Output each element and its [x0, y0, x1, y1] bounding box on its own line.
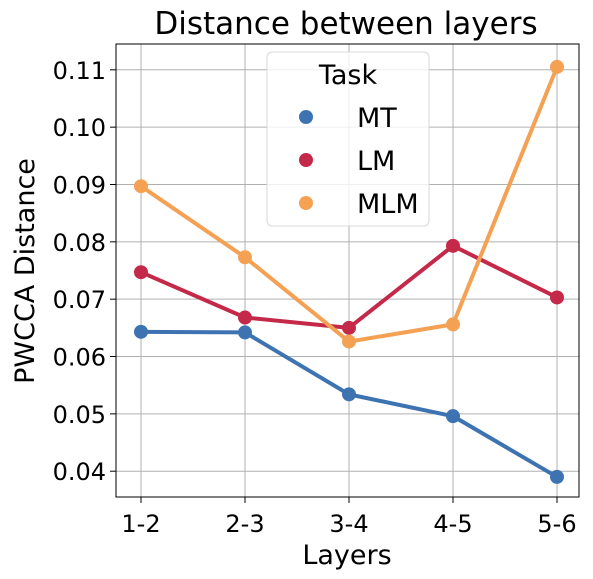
legend: Task MT LM MLM: [266, 51, 430, 227]
x-tick-label: 1-2: [121, 510, 160, 538]
x-axis-ticks: 1-2 2-3 3-4 4-5 5-6: [121, 497, 577, 538]
y-axis-label: PWCCA Distance: [10, 158, 41, 384]
x-tick-label: 3-4: [329, 510, 368, 538]
legend-marker-mt: [299, 110, 313, 124]
series-mlm: [134, 59, 564, 349]
data-point-mt: [342, 387, 356, 402]
data-point-mlm: [238, 250, 252, 265]
legend-title: Task: [318, 60, 378, 91]
legend-items: MT LM MLM: [299, 103, 419, 220]
data-point-mt: [134, 324, 148, 339]
data-point-mlm: [342, 334, 356, 349]
x-tick-label: 2-3: [225, 510, 264, 538]
legend-box: [266, 51, 430, 227]
y-axis-ticks: 0.04 0.05 0.06 0.07 0.08 0.09 0.10 0.11: [53, 57, 116, 486]
legend-label-mlm: MLM: [357, 189, 419, 220]
data-point-lm: [238, 310, 252, 325]
data-point-mt: [446, 409, 460, 424]
chart-series: [134, 59, 564, 484]
x-tick-label: 5-6: [537, 510, 576, 538]
data-point-mt: [238, 325, 252, 340]
series-lm: [134, 238, 564, 335]
y-tick-label: 0.07: [53, 286, 106, 314]
legend-marker-lm: [299, 153, 313, 167]
data-point-lm: [550, 290, 564, 305]
series-mt: [134, 324, 564, 484]
data-point-mt: [550, 469, 564, 484]
y-tick-label: 0.08: [53, 229, 106, 257]
legend-label-mt: MT: [357, 103, 397, 134]
y-tick-label: 0.11: [53, 57, 106, 85]
data-point-lm: [342, 320, 356, 335]
data-point-mlm: [446, 317, 460, 332]
y-tick-label: 0.09: [53, 171, 106, 199]
plot-frame: [115, 43, 580, 498]
y-tick-label: 0.05: [53, 401, 106, 429]
data-point-mlm: [134, 179, 148, 194]
y-tick-label: 0.06: [53, 344, 106, 372]
x-axis-label: Layers: [302, 540, 391, 571]
y-tick-label: 0.04: [53, 458, 106, 486]
legend-label-lm: LM: [357, 146, 395, 177]
data-point-lm: [134, 265, 148, 280]
legend-marker-mlm: [299, 196, 313, 210]
data-point-lm: [446, 238, 460, 253]
x-tick-label: 4-5: [433, 510, 472, 538]
data-point-mlm: [550, 59, 564, 74]
y-tick-label: 0.10: [53, 114, 106, 142]
chart-title: Distance between layers: [154, 6, 537, 42]
